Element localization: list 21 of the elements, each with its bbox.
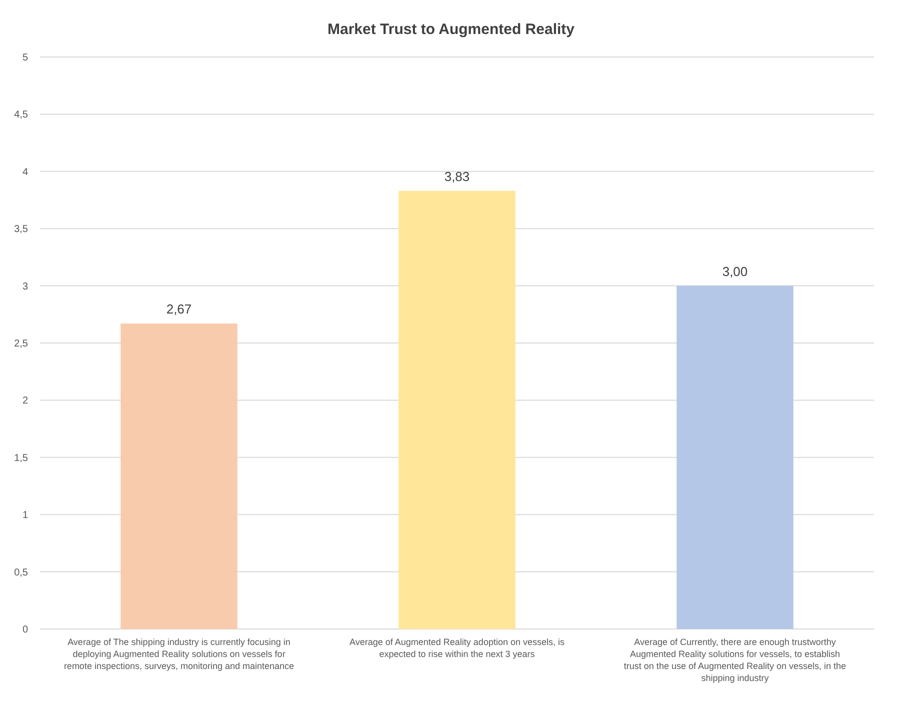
x-tick-label: Average of Augmented Reality adoption on vessels, is expected to rise within the next 3 years bbox=[350, 637, 565, 659]
bar bbox=[676, 286, 794, 629]
y-tick-label: 1 bbox=[22, 510, 28, 522]
y-tick-label: 4 bbox=[22, 166, 28, 178]
y-tick-label: 2,5 bbox=[14, 338, 28, 350]
y-tick-label: 2 bbox=[22, 396, 28, 407]
x-tick-label: Average of The shipping industry is currently focusing in deploying Augmented Reality solutions on vessels for remote inspections, surveys, monitoring and maintenance bbox=[64, 637, 294, 671]
y-tick-label: 3,5 bbox=[14, 224, 28, 236]
y-tick-label: 0 bbox=[22, 624, 28, 636]
y-tick-label: 3 bbox=[22, 281, 28, 292]
data-label: 3,00 bbox=[722, 264, 748, 279]
y-tick-label: 0,5 bbox=[14, 567, 28, 578]
y-tick-label: 4,5 bbox=[14, 110, 28, 121]
y-tick-label: 5 bbox=[22, 52, 28, 64]
data-label: 3,83 bbox=[444, 168, 470, 184]
bar bbox=[398, 190, 516, 629]
chart-title: Market Trust to Augmented Reality bbox=[328, 21, 576, 38]
x-tick-label: Average of Currently, there are enough trustworthy Augmented Reality solutions for vessels, to establish trust on the use of Augmented Reality on vessels, in the shipping industry bbox=[624, 637, 846, 683]
y-tick-label: 1,5 bbox=[14, 452, 28, 464]
data-label: 2,67 bbox=[166, 302, 192, 317]
bar bbox=[120, 324, 238, 629]
